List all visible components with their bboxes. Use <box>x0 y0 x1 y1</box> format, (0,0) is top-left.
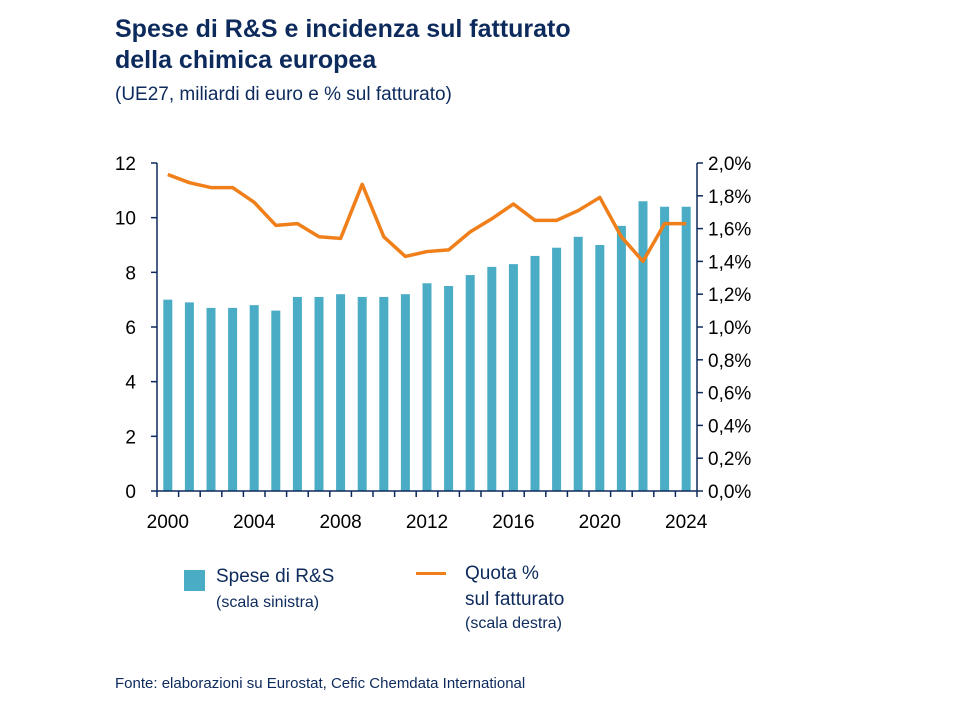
bar-2007 <box>314 296 324 491</box>
title-line-2: della chimica europea <box>115 46 377 74</box>
bar-2002 <box>206 307 216 491</box>
bar-2015 <box>487 266 497 491</box>
right-tick-label: 1,4% <box>708 252 751 273</box>
legend-line-swatch <box>416 572 446 575</box>
bar-2009 <box>357 296 367 491</box>
x-tick-label: 2012 <box>406 512 448 533</box>
bar-2024 <box>681 206 691 491</box>
x-tick-label: 2016 <box>492 512 534 533</box>
title-line-1: Spese di R&S e incidenza sul fatturato <box>115 15 571 43</box>
right-tick-label: 0,4% <box>708 416 751 437</box>
bar-2008 <box>336 294 346 491</box>
legend-line-note: (scala destra) <box>465 615 562 632</box>
legend-line-label-1: Quota % <box>465 563 539 584</box>
bar-2003 <box>228 307 238 491</box>
bar-2017 <box>530 255 540 491</box>
bar-2012 <box>422 283 432 491</box>
chart-subtitle: (UE27, miliardi di euro e % sul fatturat… <box>115 84 452 105</box>
legend-bars-label: Spese di R&S <box>216 566 335 587</box>
legend-line: Quota % sul fatturato (scala destra) <box>416 561 564 633</box>
right-tick-label: 0,8% <box>708 351 751 372</box>
right-tick-label: 1,8% <box>708 187 751 208</box>
bar-2014 <box>465 275 475 491</box>
bar-2016 <box>508 264 518 491</box>
x-tick-label: 2004 <box>233 512 276 533</box>
bar-2004 <box>249 305 259 491</box>
right-tick-label: 1,0% <box>708 318 751 339</box>
left-tick-label: 2 <box>125 427 136 448</box>
x-tick-label: 2000 <box>147 512 189 533</box>
x-tick-label: 2020 <box>579 512 621 533</box>
bar-2011 <box>400 294 410 491</box>
bar-2013 <box>444 286 454 491</box>
left-tick-label: 6 <box>125 318 136 339</box>
right-tick-label: 2,0% <box>708 154 751 175</box>
legend-bars-note: (scala sinistra) <box>216 594 320 611</box>
bar-2020 <box>595 245 605 491</box>
bar-2023 <box>660 206 670 491</box>
x-tick-label: 2008 <box>319 512 361 533</box>
right-tick-label: 0,6% <box>708 384 751 405</box>
left-tick-label: 12 <box>115 154 136 175</box>
left-tick-label: 10 <box>115 209 136 230</box>
bar-2005 <box>271 310 281 491</box>
bar-2019 <box>573 236 583 491</box>
left-tick-label: 0 <box>125 482 136 503</box>
line-series-quota <box>167 172 687 264</box>
bar-2021 <box>616 225 626 491</box>
legend-bars: Spese di R&S (scala sinistra) <box>184 566 334 612</box>
legend-bar-swatch <box>184 570 205 591</box>
bar-2006 <box>292 296 302 491</box>
bar-2010 <box>379 296 389 491</box>
right-tick-label: 0,2% <box>708 449 751 470</box>
right-tick-label: 1,2% <box>708 285 751 306</box>
legend-line-label-2: sul fatturato <box>465 589 565 610</box>
bar-2000 <box>163 299 173 491</box>
left-tick-label: 4 <box>125 373 136 394</box>
bar-2022 <box>638 201 648 491</box>
left-tick-label: 8 <box>125 263 136 284</box>
source-note: Fonte: elaborazioni su Eurostat, Cefic C… <box>115 675 526 692</box>
bar-2018 <box>552 247 562 491</box>
chart-title: Spese di R&S e incidenza sul fatturato d… <box>115 14 571 76</box>
x-tick-label: 2024 <box>665 512 708 533</box>
right-tick-label: 0,0% <box>708 482 751 503</box>
bar-2001 <box>184 302 194 491</box>
right-tick-label: 1,6% <box>708 220 751 241</box>
